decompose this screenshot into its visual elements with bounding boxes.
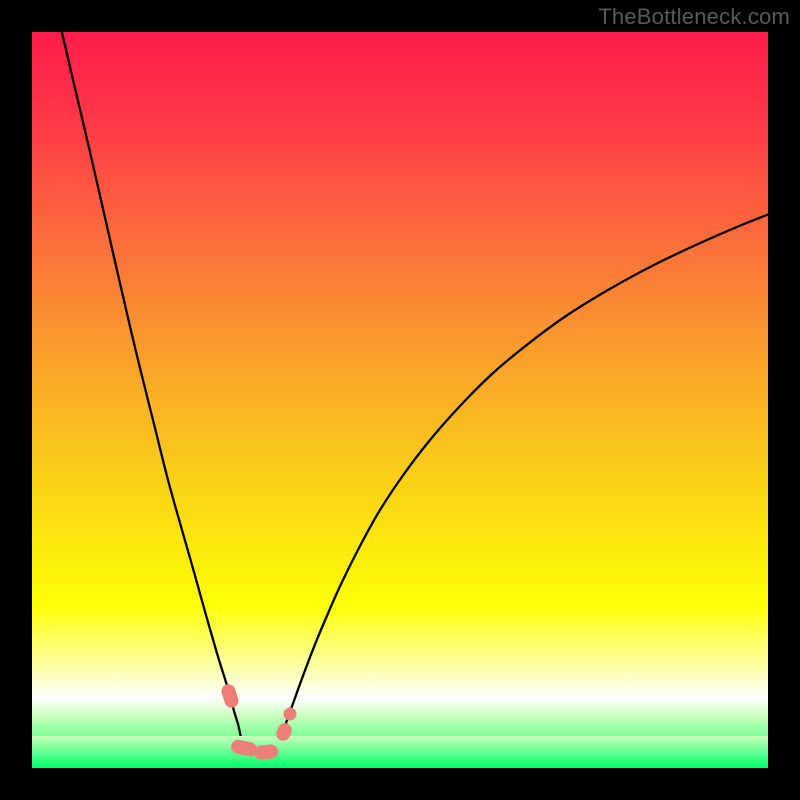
curve-layer — [32, 32, 768, 768]
curve-left — [60, 32, 244, 750]
watermark-text: TheBottleneck.com — [598, 4, 790, 30]
curve-marker — [284, 708, 297, 721]
curve-right — [276, 210, 768, 750]
plot-area — [32, 32, 768, 768]
green-accent-band — [32, 736, 768, 768]
